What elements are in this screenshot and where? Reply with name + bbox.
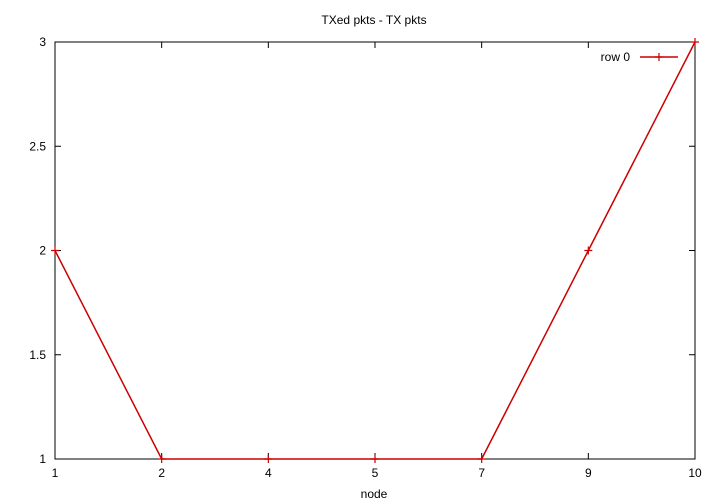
data-point-marker <box>691 38 699 46</box>
x-tick-label: 1 <box>52 466 59 480</box>
series-layer <box>51 38 699 463</box>
y-tick-label: 1.5 <box>29 348 46 362</box>
y-tick-label: 2.5 <box>29 139 46 153</box>
x-tick-label: 9 <box>585 466 592 480</box>
chart-title: TXed pkts - TX pkts <box>321 13 426 27</box>
x-axis-label: node <box>361 487 388 501</box>
legend-label-row-0: row 0 <box>601 50 631 64</box>
legend: row 0 <box>601 50 678 64</box>
x-tick-label: 5 <box>372 466 379 480</box>
x-tick-label: 4 <box>265 466 272 480</box>
data-point-marker <box>584 246 593 255</box>
x-tick-label: 7 <box>478 466 485 480</box>
data-point-marker <box>51 246 59 255</box>
data-point-marker <box>264 455 273 463</box>
x-tick-label: 10 <box>688 466 702 480</box>
axis-ticks: 1 2 4 5 7 9 10 1 1.5 2 2.5 3 <box>29 35 702 480</box>
plot-area-frame <box>54 41 696 460</box>
data-point-marker <box>477 455 486 463</box>
legend-marker-row-0 <box>655 53 663 61</box>
data-point-marker <box>371 455 379 463</box>
y-tick-label: 1 <box>39 452 46 466</box>
data-point-marker <box>157 455 166 463</box>
series-line-row-0 <box>54 41 696 460</box>
x-tick-label: 2 <box>158 466 165 480</box>
y-tick-label: 2 <box>39 244 46 258</box>
y-tick-label: 3 <box>39 35 46 49</box>
